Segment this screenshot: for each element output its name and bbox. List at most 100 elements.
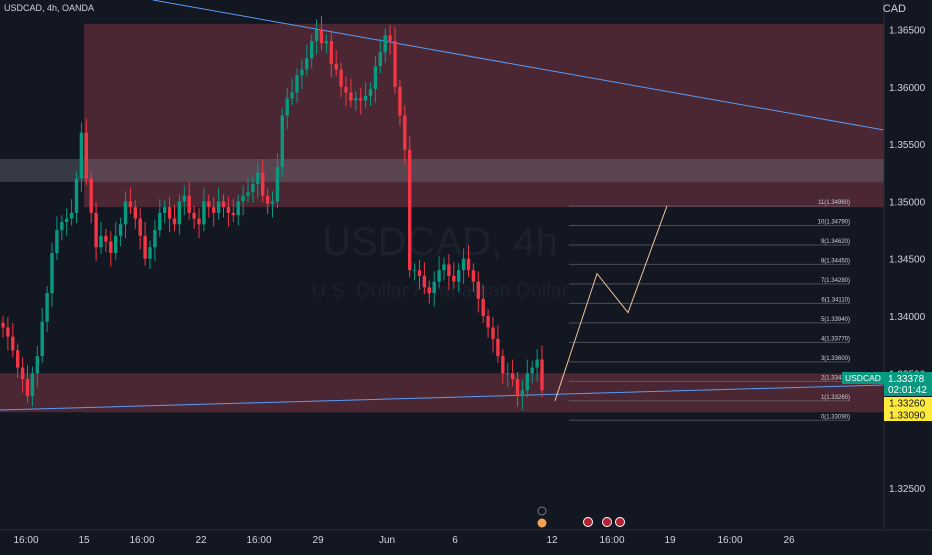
flag-icon-2[interactable] — [615, 517, 625, 527]
candle — [60, 215, 64, 241]
candle — [285, 87, 289, 130]
time-tick: 29 — [312, 535, 324, 546]
time-tick: Jun — [379, 535, 395, 546]
candle — [378, 38, 382, 74]
candle — [412, 263, 417, 281]
candle — [314, 19, 319, 55]
candle — [45, 286, 49, 333]
lower-trendline[interactable] — [0, 384, 885, 411]
candle — [109, 231, 113, 267]
candle — [403, 105, 407, 164]
price-tick: 1.36000 — [889, 83, 926, 94]
candle — [275, 153, 280, 209]
time-tick: 16:00 — [599, 535, 624, 546]
watermark-title: USDCAD, 4h — [322, 220, 558, 264]
candle — [128, 187, 133, 215]
candle — [486, 309, 490, 338]
candle — [442, 257, 446, 281]
candle — [432, 271, 436, 307]
price-tick: 1.34000 — [889, 312, 926, 323]
candle — [65, 208, 69, 236]
candle — [89, 171, 93, 224]
candle — [324, 34, 329, 54]
time-tick: 19 — [664, 535, 676, 546]
candle — [383, 28, 387, 63]
fib-label-2: 2(1.33430) — [821, 375, 850, 381]
candle — [408, 136, 412, 278]
price-tick: 1.32500 — [889, 484, 926, 495]
candle — [202, 187, 206, 232]
level-tag-label-1: 1.33090 — [889, 411, 926, 422]
candle — [212, 196, 216, 227]
lightning-icon[interactable] — [537, 506, 547, 516]
time-tick: 26 — [783, 535, 795, 546]
candle — [535, 349, 539, 382]
time-tick: 6 — [452, 535, 458, 546]
candle — [310, 34, 314, 69]
candle — [118, 217, 123, 247]
candle — [363, 82, 368, 108]
candle — [138, 208, 142, 250]
current-price-tag[interactable] — [884, 372, 932, 396]
time-tick: 16:00 — [129, 535, 154, 546]
symbol-tag[interactable] — [842, 372, 884, 384]
candle — [231, 199, 235, 223]
candle — [104, 228, 108, 252]
flag-icon-0[interactable] — [583, 517, 593, 527]
candle — [55, 216, 59, 260]
level-tag-0[interactable] — [884, 397, 932, 409]
level-tag-1[interactable] — [884, 409, 932, 421]
fib-label-6: 6(1.34110) — [821, 297, 850, 303]
candle — [192, 205, 196, 229]
candle — [540, 345, 544, 398]
fib-label-3: 3(1.33600) — [821, 356, 850, 362]
candle — [290, 78, 294, 106]
dividend-icon[interactable] — [537, 518, 547, 528]
time-tick: 16:00 — [13, 535, 38, 546]
symbol-info: USDCAD, 4h, OANDA — [4, 3, 95, 13]
candle — [50, 242, 54, 307]
fib-label-5: 5(1.33940) — [821, 317, 850, 323]
candle — [417, 259, 422, 290]
candle — [280, 108, 284, 178]
candle — [114, 222, 118, 260]
fib-label-1: 1(1.33260) — [821, 395, 850, 401]
candle — [148, 240, 152, 270]
candle — [35, 345, 39, 388]
candle — [515, 372, 520, 407]
candle — [84, 118, 88, 186]
candle — [368, 82, 373, 107]
candle — [319, 15, 324, 51]
candle — [25, 365, 30, 404]
currency-label: CAD — [882, 3, 906, 15]
fib-label-8: 8(1.34450) — [821, 258, 850, 264]
candle — [182, 185, 186, 216]
flag-icon-1[interactable] — [602, 517, 612, 527]
candle — [300, 59, 304, 90]
candle — [163, 200, 167, 224]
candle — [207, 194, 211, 218]
candle — [158, 199, 162, 237]
candle — [329, 30, 333, 78]
candle — [506, 362, 510, 388]
candle — [236, 194, 240, 226]
level-tag-label-0: 1.33260 — [889, 399, 926, 410]
candle — [197, 208, 201, 239]
time-tick: 15 — [78, 535, 90, 546]
candle — [481, 285, 485, 323]
upper-trendline[interactable] — [152, 0, 885, 131]
candle — [246, 178, 250, 203]
candle — [133, 200, 137, 229]
candle — [74, 171, 79, 224]
projection-path[interactable] — [554, 205, 668, 401]
candle — [359, 87, 363, 115]
time-tick: 16:00 — [246, 535, 271, 546]
candle — [270, 191, 275, 218]
candle — [187, 181, 191, 220]
candle — [30, 366, 35, 407]
candle — [393, 27, 397, 94]
fib-label-0: 0(1.33090) — [821, 414, 850, 420]
candle — [339, 62, 343, 98]
